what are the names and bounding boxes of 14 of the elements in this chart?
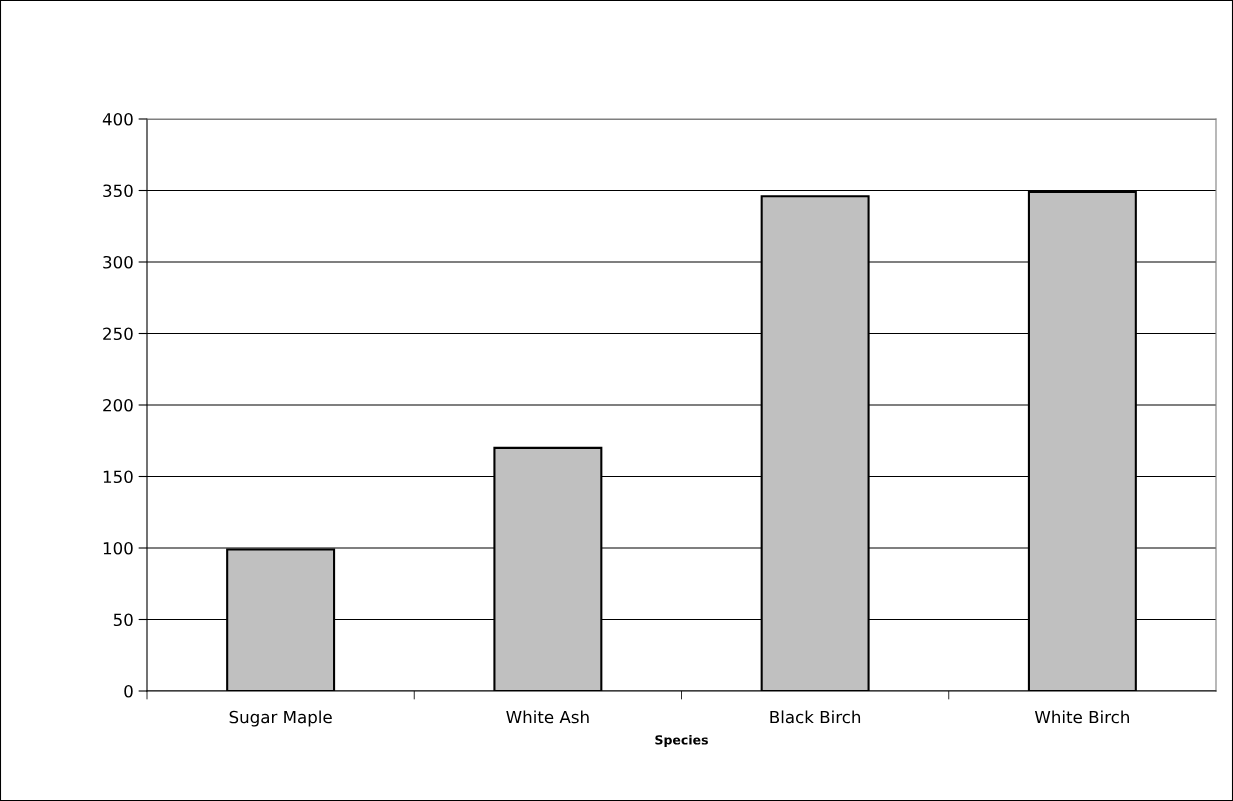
- y-tick-label: 250: [103, 327, 133, 341]
- y-tick-label: 150: [103, 470, 133, 484]
- x-tick-label: Sugar Maple: [229, 710, 332, 727]
- x-tick-label: Black Birch: [770, 710, 861, 724]
- y-tick-label: 200: [103, 398, 133, 412]
- y-tick-label: 400: [102, 112, 133, 126]
- x-tick-label: White Birch: [1034, 710, 1129, 724]
- y-tick-label: 50: [113, 613, 133, 627]
- x-axis-title: Species: [655, 734, 708, 748]
- y-tick-label: 300: [103, 255, 133, 269]
- y-tick-label: 350: [103, 184, 133, 198]
- y-tick-label: 100: [103, 541, 133, 555]
- y-tick-label: 0: [124, 684, 133, 698]
- x-tick-label: White Ash: [506, 710, 589, 724]
